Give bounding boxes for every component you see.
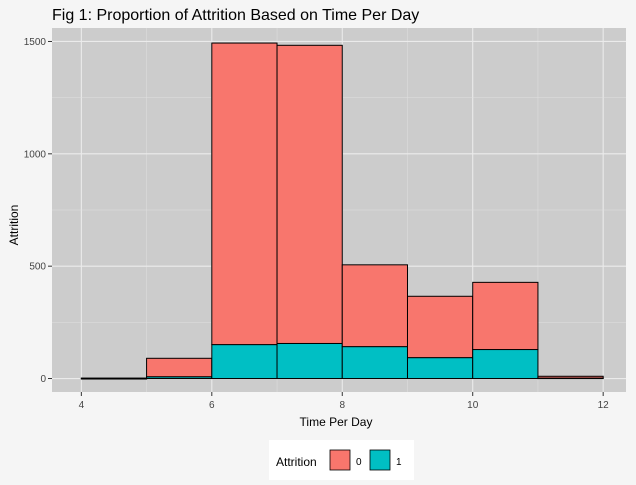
legend-key-0 xyxy=(329,449,351,471)
bar-attrition-0 xyxy=(472,281,539,351)
x-tick-label: 6 xyxy=(209,400,215,411)
bar-attrition-1 xyxy=(472,349,539,380)
bar-attrition-0 xyxy=(341,264,408,348)
x-tick-label: 12 xyxy=(598,400,610,411)
y-tick-label: 0 xyxy=(40,374,46,385)
bar-attrition-0 xyxy=(211,42,278,346)
bar-attrition-1 xyxy=(276,342,343,380)
bar-attrition-1 xyxy=(406,357,474,380)
x-tick-label: 8 xyxy=(339,400,345,411)
legend: Attrition 0 1 xyxy=(269,440,414,480)
legend-key-1 xyxy=(369,449,391,471)
x-axis-title: Time Per Day xyxy=(300,415,373,429)
y-axis-title: Attrition xyxy=(7,205,21,246)
legend-label-1: 1 xyxy=(396,457,402,468)
legend-label-0: 0 xyxy=(356,457,362,468)
y-tick-label: 1500 xyxy=(24,37,47,48)
bar-attrition-1 xyxy=(211,344,278,380)
bar-attrition-1 xyxy=(341,346,408,380)
legend-title: Attrition xyxy=(276,455,317,469)
y-tick-label: 500 xyxy=(29,262,46,273)
bar-attrition-0 xyxy=(406,295,474,359)
bar-attrition-0 xyxy=(146,357,213,378)
bar-attrition-0 xyxy=(276,44,343,344)
y-tick-label: 1000 xyxy=(24,149,47,160)
bar-attrition-0 xyxy=(537,375,604,379)
bars xyxy=(80,42,604,380)
x-axis-ticks: 4 6 8 10 12 xyxy=(79,392,610,411)
y-axis-ticks: 0 500 1000 1500 xyxy=(24,37,52,385)
x-tick-label: 10 xyxy=(467,400,479,411)
chart-title: Fig 1: Proportion of Attrition Based on … xyxy=(52,7,419,24)
bar-attrition-0 xyxy=(80,377,148,380)
x-tick-label: 4 xyxy=(79,400,85,411)
